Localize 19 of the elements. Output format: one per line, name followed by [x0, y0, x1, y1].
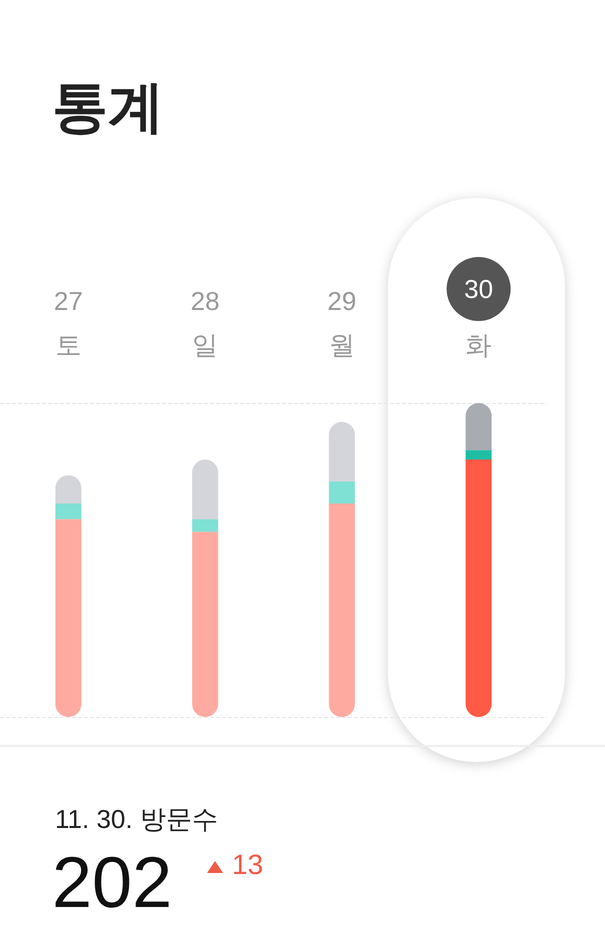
- chart-title: 통계: [52, 74, 164, 140]
- text: 202: [52, 842, 172, 924]
- x-tick-label: 28 일: [190, 286, 220, 360]
- bar: [328, 422, 355, 482]
- bar: [192, 532, 218, 717]
- text: 11. 30. 방문수: [55, 803, 218, 836]
- x-tick-label: 30 화: [464, 274, 494, 360]
- bar: [328, 503, 355, 717]
- text: 13: [232, 849, 264, 881]
- bar: [466, 450, 492, 460]
- bar: [55, 503, 82, 520]
- x-tick-label: 27 토: [54, 286, 83, 360]
- x-tick-label: 29 월: [327, 286, 356, 360]
- bar: [55, 519, 82, 717]
- bar: [466, 403, 492, 450]
- bar: [192, 460, 218, 520]
- bar: [466, 460, 492, 717]
- bar: [328, 482, 355, 504]
- bar: [192, 519, 218, 532]
